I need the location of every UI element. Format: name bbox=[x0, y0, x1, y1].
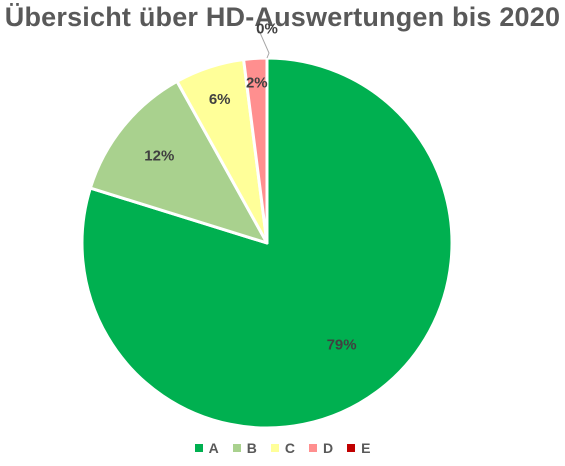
legend-swatch-b bbox=[232, 444, 241, 452]
legend-label-b: B bbox=[246, 440, 257, 456]
data-label-e: 0% bbox=[256, 20, 278, 37]
legend-label-e: E bbox=[361, 440, 371, 456]
legend-swatch-a bbox=[194, 444, 203, 452]
legend-swatch-d bbox=[308, 444, 317, 452]
data-label-b: 12% bbox=[144, 148, 174, 165]
legend-label-d: D bbox=[322, 440, 334, 456]
legend-swatch-e bbox=[347, 444, 356, 452]
leader-line-e bbox=[258, 30, 270, 59]
chart-title: Übersicht über HD-Auswertungen bis 2020 bbox=[4, 2, 561, 32]
legend-item-c: C bbox=[270, 440, 295, 456]
legend-item-b: B bbox=[232, 440, 257, 456]
legend-label-a: A bbox=[208, 440, 219, 456]
chart-legend: A B C D E bbox=[0, 440, 565, 456]
data-label-a: 79% bbox=[327, 336, 357, 353]
legend-item-e: E bbox=[347, 440, 370, 456]
legend-item-d: D bbox=[308, 440, 334, 456]
pie-slice-a bbox=[80, 56, 454, 430]
data-label-d: 2% bbox=[246, 74, 268, 91]
legend-item-a: A bbox=[194, 440, 219, 456]
data-label-c: 6% bbox=[209, 91, 231, 108]
pie-slice-b bbox=[88, 79, 269, 245]
pie-slice-d bbox=[242, 56, 269, 245]
legend-label-c: C bbox=[284, 440, 295, 456]
legend-swatch-c bbox=[270, 444, 279, 452]
